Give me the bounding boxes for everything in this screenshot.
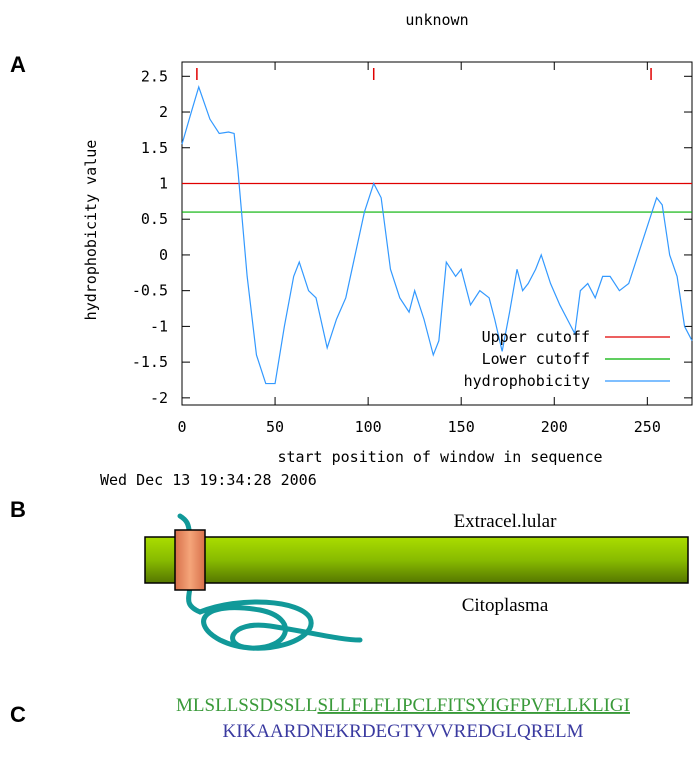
y-tick-label: -0.5 [132,282,168,300]
y-tick-label: 1.5 [141,139,168,157]
x-tick-label: 200 [541,418,568,436]
transmembrane-segment [174,529,206,591]
y-tick-label: 0.5 [141,210,168,228]
x-tick-label: 0 [177,418,186,436]
x-tick-label: 50 [266,418,284,436]
x-tick-label: 150 [448,418,475,436]
y-tick-label: -2 [150,389,168,407]
x-tick-label: 250 [634,418,661,436]
y-tick-label: -1.5 [132,353,168,371]
x-axis-label: start position of window in sequence [277,448,602,466]
legend-label: Lower cutoff [482,350,590,368]
y-axis-label: hydrophobicity value [82,140,100,321]
sequence-segment: SLLFLFLIPCLFITSYIGFPVFLLKLIGI [318,695,630,716]
panel-label: A [10,52,26,77]
y-tick-label: 0 [159,246,168,264]
sequence-segment: MLSLLSSDSSLL [176,695,317,716]
membrane [144,536,689,584]
panel-label: B [10,497,26,522]
legend-label: Upper cutoff [482,328,590,346]
region-label: Citoplasma [462,595,549,616]
sequence-line: MLSLLSSDSSLLSLLFLFLIPCLFITSYIGFPVFLLKLIG… [176,695,630,716]
legend-label: hydrophobicity [464,372,590,390]
plot: 2.5 2 1.5 1 0.5 0 -0.5 -1 -1.5 -2 0 50 100 150 200 250 U… [132,61,693,436]
data-line [181,85,693,385]
region-label: Extracel.lular [454,511,558,532]
x-tick-label: 100 [355,418,382,436]
plot-frame [181,61,693,406]
y-tick-label: -1 [150,317,168,335]
sequence-line: KIKAARDNEKRDEGTYVVREDGLQRELM [223,721,584,742]
panel-label: C [10,702,26,727]
y-tick-label: 2 [159,103,168,121]
chart-title: unknown [405,11,468,29]
y-tick-label: 1 [159,174,168,192]
timestamp: Wed Dec 13 19:34:28 2006 [100,471,317,489]
y-tick-label: 2.5 [141,67,168,85]
